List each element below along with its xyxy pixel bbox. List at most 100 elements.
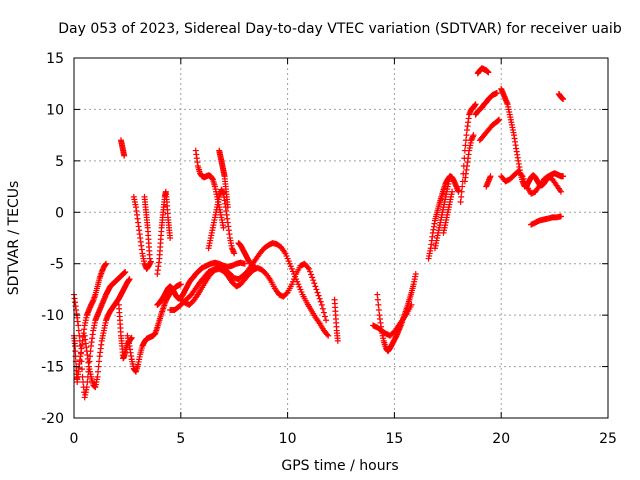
data-point — [558, 188, 565, 195]
data-point — [458, 193, 465, 200]
data-point — [375, 307, 382, 313]
series-sat-e — [117, 137, 128, 159]
data-point — [121, 152, 128, 159]
data-point — [76, 332, 83, 339]
series-sat-w — [457, 101, 479, 205]
series-sat-s — [370, 301, 415, 339]
series-sat-b — [71, 260, 110, 385]
data-point — [122, 268, 129, 275]
data-point — [463, 132, 470, 139]
series-sat-m — [205, 186, 238, 257]
y-tick-label: -15 — [41, 360, 64, 376]
data-point — [241, 260, 248, 267]
data-point — [83, 384, 90, 391]
x-tick-label: 20 — [492, 431, 510, 447]
x-axis-title: GPS time / hours — [281, 458, 398, 474]
data-point — [315, 292, 322, 299]
series-sat-n — [216, 147, 231, 211]
data-point — [472, 101, 479, 108]
data-point — [224, 204, 231, 211]
data-point — [462, 137, 469, 144]
grid-lines — [74, 58, 608, 418]
chart-title: Day 053 of 2023, Sidereal Day-to-day VTE… — [58, 21, 622, 37]
data-point — [560, 173, 567, 180]
series-sat-g — [130, 193, 154, 272]
data-point — [446, 173, 453, 180]
data-point — [318, 301, 325, 308]
y-tick-label: 10 — [46, 102, 64, 118]
data-point — [94, 373, 101, 380]
data-point — [146, 255, 153, 262]
x-tick-label: 10 — [279, 431, 297, 447]
data-point — [313, 286, 320, 293]
data-point — [231, 250, 238, 257]
data-point — [470, 132, 477, 139]
y-tick-label: -20 — [41, 411, 64, 427]
data-point — [325, 332, 332, 339]
data-point — [79, 366, 86, 373]
y-tick-label: 15 — [46, 51, 64, 67]
data-point — [323, 317, 330, 324]
series-sat-p — [235, 240, 257, 269]
x-tick-label: 5 — [176, 431, 185, 447]
data-point — [493, 89, 500, 96]
data-point — [250, 262, 257, 269]
series-sat-c — [81, 276, 133, 391]
series-sat-h — [141, 193, 153, 262]
data-point — [305, 265, 312, 272]
series-sat-u — [431, 173, 453, 252]
data-point — [320, 309, 327, 316]
data-point — [314, 289, 321, 296]
data-point — [126, 276, 133, 283]
y-tick-label: 0 — [55, 205, 64, 221]
series-sat-ab — [483, 173, 494, 190]
series-sat-z — [474, 65, 492, 77]
data-point — [319, 305, 326, 312]
data-point — [560, 96, 567, 103]
series-sat-af — [555, 91, 567, 103]
series-sat-j — [154, 188, 174, 277]
data-point — [75, 327, 82, 334]
data-point — [518, 172, 525, 178]
series-sat-k — [167, 240, 332, 339]
y-tick-label: -5 — [50, 257, 64, 273]
plot-frame — [73, 57, 609, 419]
data-point — [72, 343, 79, 349]
y-axis-title: SDTVAR / TECUs — [6, 181, 22, 296]
data-point — [304, 264, 311, 271]
series-sat-a — [71, 268, 129, 401]
data-point — [220, 224, 227, 231]
axis-ticks: 0 5 10 15 20 25 -20 -15 -10 -5 0 5 10 15 — [41, 51, 617, 447]
data-point — [308, 271, 315, 278]
data-point — [96, 358, 103, 365]
data-point — [374, 291, 381, 298]
series-sat-v — [440, 188, 456, 236]
data-point — [95, 368, 102, 375]
x-tick-label: 0 — [70, 431, 79, 447]
data-point — [95, 363, 102, 370]
data-point — [311, 280, 318, 287]
y-tick-label: -10 — [41, 308, 64, 324]
data-point — [459, 183, 466, 190]
data-point — [177, 281, 184, 288]
data-point — [103, 260, 110, 267]
data-point — [75, 322, 82, 329]
y-tick-label: 5 — [55, 154, 64, 170]
data-point — [307, 268, 314, 275]
data-point — [458, 188, 465, 195]
series-sat-ad — [498, 168, 565, 197]
series-sat-y — [472, 89, 500, 118]
data-point — [324, 331, 331, 338]
series-sat-ae — [528, 213, 565, 228]
data-points — [71, 65, 567, 401]
data-point — [312, 283, 319, 290]
data-point — [558, 213, 565, 220]
data-point — [485, 69, 492, 76]
series-sat-x — [461, 132, 477, 185]
data-point — [321, 313, 328, 320]
data-point — [334, 337, 341, 344]
data-point — [408, 301, 415, 308]
data-point — [457, 199, 464, 205]
data-point — [317, 298, 324, 305]
